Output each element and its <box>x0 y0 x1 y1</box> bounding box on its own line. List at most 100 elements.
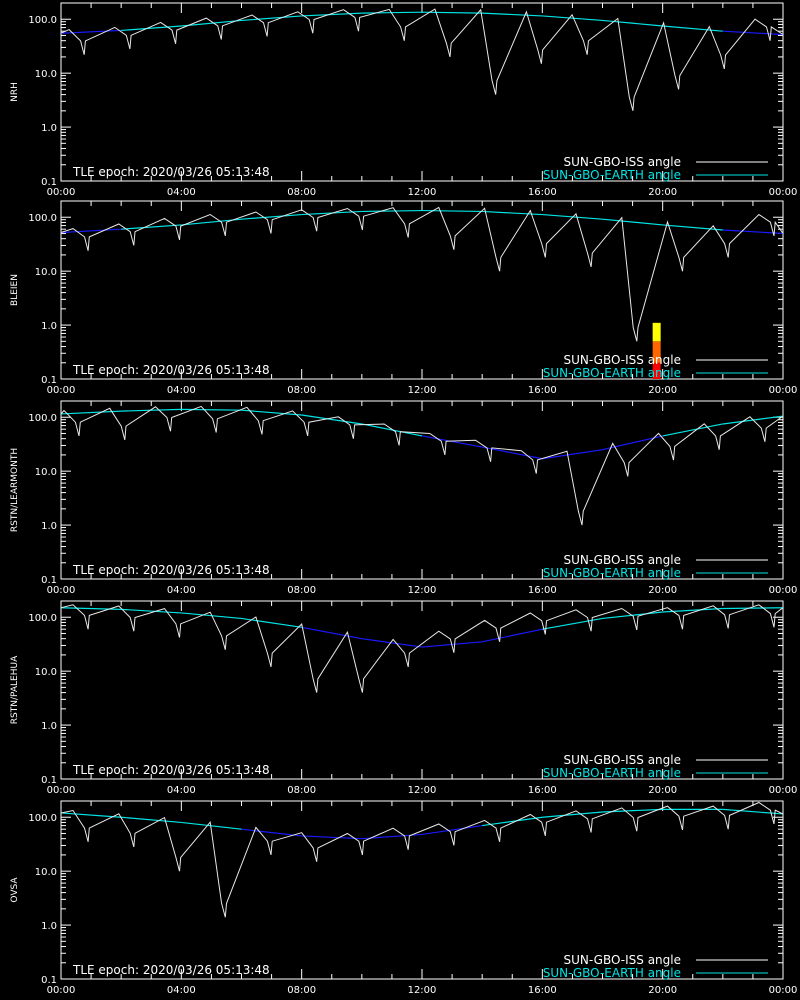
legend-earth-label: SUN-GBO-EARTH angle <box>543 366 681 380</box>
station-label: BLEIEN <box>10 274 20 306</box>
earth-angle-segment <box>181 821 242 830</box>
earth-angle-segment <box>60 812 122 818</box>
legend-earth-label: SUN-GBO-EARTH angle <box>543 566 681 580</box>
x-tick-label: 08:00 <box>287 585 316 596</box>
legend-iss-label: SUN-GBO-ISS angle <box>564 155 681 169</box>
x-tick-label: 12:00 <box>408 187 437 198</box>
y-tick-label: 0.1 <box>41 177 57 188</box>
earth-angle-segment <box>181 408 242 411</box>
x-tick-label: 04:00 <box>167 385 196 396</box>
x-tick-label: 00:00 <box>47 385 76 396</box>
earth-angle-segment <box>121 25 182 32</box>
x-tick-label: 04:00 <box>167 785 196 796</box>
x-tick-label: 04:00 <box>167 187 196 198</box>
tle-epoch-label: TLE epoch: 2020/03/26 05:13:48 <box>72 165 270 179</box>
tle-epoch-label: TLE epoch: 2020/03/26 05:13:48 <box>72 763 270 777</box>
earth-angle-segment <box>241 617 302 628</box>
visibility-bar-segment <box>652 322 661 342</box>
earth-angle-segment <box>241 409 302 416</box>
earth-angle-segment <box>361 638 423 648</box>
legend-iss-label: SUN-GBO-ISS angle <box>564 753 681 767</box>
earth-angle-segment <box>121 816 182 824</box>
x-tick-label: 00:00 <box>47 785 76 796</box>
y-tick-label: 0.1 <box>41 375 57 386</box>
earth-angle-segment <box>662 224 723 231</box>
earth-angle-segment <box>301 12 362 17</box>
x-tick-label: 20:00 <box>648 785 677 796</box>
y-tick-label: 0.1 <box>41 975 57 986</box>
y-tick-label: 10.0 <box>35 667 57 678</box>
earth-angle-segment <box>121 408 182 412</box>
y-tick-label: 1.0 <box>41 921 57 932</box>
y-tick-label: 100.0 <box>28 813 57 824</box>
x-tick-label: 08:00 <box>287 187 316 198</box>
y-tick-label: 1.0 <box>41 123 57 134</box>
earth-angle-segment <box>421 11 483 14</box>
earth-angle-segment <box>542 617 603 630</box>
x-tick-label: 00:00 <box>769 385 798 396</box>
panel-3: 0.1 1.0 10.0 100.0 00:00 04:00 08:00 12:00 16:00… <box>10 400 798 596</box>
x-tick-label: 00:00 <box>47 187 76 198</box>
y-tick-label: 10.0 <box>35 69 57 80</box>
y-tick-label: 10.0 <box>35 867 57 878</box>
earth-angle-segment <box>722 607 784 610</box>
earth-angle-segment <box>602 218 663 226</box>
x-tick-label: 20:00 <box>648 187 677 198</box>
x-tick-label: 12:00 <box>408 385 437 396</box>
y-tick-label: 100.0 <box>28 613 57 624</box>
legend-earth-label: SUN-GBO-EARTH angle <box>543 966 681 980</box>
x-tick-label: 04:00 <box>167 985 196 996</box>
earth-angle-segment <box>60 607 122 610</box>
earth-angle-segment <box>301 626 362 640</box>
y-tick-label: 100.0 <box>28 413 57 424</box>
earth-angle-segment <box>361 423 423 437</box>
station-label: RSTN/LEARMONTH <box>10 448 20 532</box>
earth-angle-segment <box>121 608 182 614</box>
x-tick-label: 08:00 <box>287 985 316 996</box>
y-tick-label: 0.1 <box>41 575 57 586</box>
iss-angle-curve <box>60 405 784 526</box>
earth-angle-segment <box>482 628 543 643</box>
legend-iss-label: SUN-GBO-ISS angle <box>564 953 681 967</box>
legend-earth-label: SUN-GBO-EARTH angle <box>543 168 681 182</box>
earth-angle-segment <box>602 19 663 27</box>
x-tick-label: 00:00 <box>769 585 798 596</box>
x-tick-label: 16:00 <box>528 985 557 996</box>
x-tick-label: 20:00 <box>648 585 677 596</box>
x-tick-label: 04:00 <box>167 585 196 596</box>
y-tick-label: 1.0 <box>41 521 57 532</box>
x-tick-label: 00:00 <box>769 985 798 996</box>
y-tick-label: 100.0 <box>28 213 57 224</box>
earth-angle-segment <box>542 15 603 22</box>
earth-angle-segment <box>542 449 603 460</box>
earth-angle-segment <box>241 15 302 22</box>
x-tick-label: 20:00 <box>648 985 677 996</box>
earth-angle-segment <box>722 30 784 36</box>
earth-angle-segment <box>241 828 302 837</box>
y-tick-label: 0.1 <box>41 775 57 786</box>
x-tick-label: 16:00 <box>528 585 557 596</box>
panel-1: 0.1 1.0 10.0 100.0 00:00 04:00 08:00 12:00 16:00… <box>10 2 798 198</box>
panel-2: 0.1 1.0 10.0 100.0 00:00 04:00 08:00 12:00 16:00… <box>10 200 798 396</box>
tle-epoch-label: TLE epoch: 2020/03/26 05:13:48 <box>72 963 270 977</box>
legend-earth-label: SUN-GBO-EARTH angle <box>543 766 681 780</box>
earth-angle-segment <box>121 224 182 230</box>
earth-angle-segment <box>241 213 302 220</box>
x-tick-label: 00:00 <box>769 187 798 198</box>
earth-angle-segment <box>662 25 723 32</box>
x-tick-label: 20:00 <box>648 385 677 396</box>
x-tick-label: 16:00 <box>528 785 557 796</box>
x-tick-label: 16:00 <box>528 187 557 198</box>
earth-angle-segment <box>421 824 483 836</box>
earth-angle-segment <box>482 210 543 216</box>
earth-angle-segment <box>722 808 784 815</box>
y-tick-label: 1.0 <box>41 721 57 732</box>
station-label: OVSA <box>10 877 20 903</box>
y-tick-label: 100.0 <box>28 15 57 26</box>
iss-angle-curve <box>60 206 784 342</box>
earth-angle-segment <box>361 11 423 14</box>
y-tick-label: 10.0 <box>35 467 57 478</box>
earth-angle-segment <box>60 29 122 34</box>
iss-angle-curve <box>60 604 784 693</box>
